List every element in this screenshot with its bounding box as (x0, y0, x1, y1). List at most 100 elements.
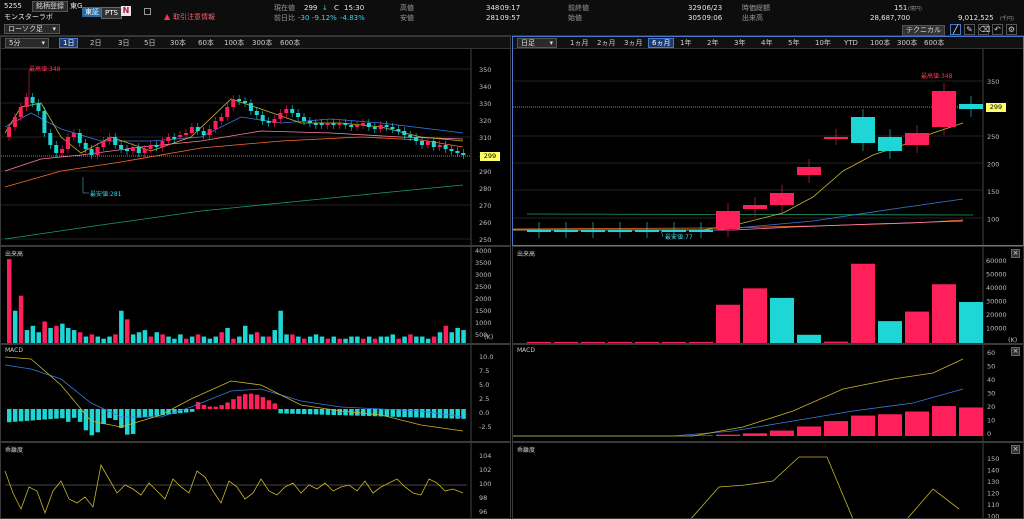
prev-diff-pct2: -4.83% (340, 14, 365, 22)
register-issue-button[interactable]: 銘柄登録 (32, 1, 68, 12)
macd-bar (824, 421, 848, 436)
volume-bar (905, 311, 929, 343)
checkbox-icon[interactable] (144, 8, 151, 15)
range-1d[interactable]: 1日 (59, 38, 79, 48)
range-30[interactable]: 30本 (170, 39, 186, 47)
volume-bar (195, 334, 201, 343)
left-candlestick-chart[interactable]: 350340330320310300290280270260250 最高値:34… (1, 37, 511, 246)
draw-line-icon[interactable]: ╱ (950, 24, 961, 35)
range-60[interactable]: 60本 (198, 39, 214, 47)
right-ratio-chart[interactable]: 150 140 130 120 110 100 (513, 443, 1024, 519)
left-ratio-chart[interactable]: 104 102 100 98 96 (1, 443, 511, 519)
quote-header: 5255 銘柄登録 東G モンスターラボ 東証 PTS N ▲ 取引注意情報 現… (0, 0, 1024, 36)
left-macd-chart[interactable]: 10.0 7.5 5.0 2.5 0.0 -2.5 (1, 345, 511, 442)
right-macd-panel: MACD × 60 50 40 30 20 10 0 (512, 344, 1024, 442)
right-ratio-close-icon[interactable]: × (1011, 445, 1020, 454)
candle (66, 137, 70, 149)
volume-bar (83, 336, 89, 343)
prev-diff-value: -30 (298, 14, 310, 22)
range-300[interactable]: 300本 (897, 39, 918, 47)
range-2y[interactable]: 2年 (707, 39, 719, 47)
left-price-panel: 5分 ▾ 1日 2日 3日 5日 30本 60本 100本 300本 600本 … (0, 36, 511, 246)
range-3y[interactable]: 3年 (734, 39, 746, 47)
range-ytd[interactable]: YTD (844, 39, 858, 47)
candle (278, 113, 283, 119)
volume-bar (7, 259, 12, 343)
volume-bar (101, 338, 106, 343)
candle (851, 117, 875, 143)
chart-type-select[interactable]: ローソク足 ▾ (4, 24, 60, 34)
tab-tse[interactable]: 東証 (82, 7, 102, 17)
left-range-toolbar: 5分 ▾ 1日 2日 3日 5日 30本 60本 100本 300本 600本 (1, 37, 510, 49)
macd-bar (343, 409, 348, 416)
candle (148, 145, 153, 149)
candle (142, 149, 147, 153)
trade-alert-text[interactable]: 取引注意情報 (173, 13, 215, 21)
volume-bar (12, 310, 18, 343)
candle (48, 133, 53, 145)
range-4y[interactable]: 4年 (761, 39, 773, 47)
range-100[interactable]: 100本 (870, 39, 891, 47)
undo-icon[interactable]: ↶ (992, 24, 1003, 35)
left-macd-tick: 5.0 (479, 381, 489, 389)
candle (54, 145, 59, 153)
left-volume-chart[interactable]: 4000 3500 3000 2500 2000 1500 1000 500 (K) (1, 247, 511, 344)
range-5y[interactable]: 5年 (788, 39, 800, 47)
volume-bar (296, 336, 301, 343)
volume-bar (461, 330, 466, 343)
right-y-tick: 350 (987, 78, 999, 86)
right-y-tick: 200 (987, 161, 999, 169)
range-3d[interactable]: 3日 (118, 39, 130, 47)
macd-bar (160, 409, 165, 416)
right-macd-chart[interactable]: 60 50 40 30 20 10 0 (513, 345, 1024, 442)
range-5d[interactable]: 5日 (144, 39, 156, 47)
right-volume-unit: (K) (1008, 336, 1017, 344)
right-interval-select[interactable]: 日足 ▾ (517, 38, 557, 48)
candle (284, 109, 289, 113)
left-y-tick: 250 (479, 236, 491, 244)
candle (325, 123, 330, 125)
range-2d[interactable]: 2日 (90, 39, 102, 47)
candle (219, 117, 224, 121)
candle (343, 123, 348, 125)
range-600[interactable]: 600本 (280, 39, 301, 47)
range-1m[interactable]: 1ヵ月 (570, 39, 589, 47)
range-10y[interactable]: 10年 (815, 39, 831, 47)
chevron-down-icon: ▾ (52, 25, 56, 33)
macd-bar (172, 409, 177, 414)
right-volume-chart[interactable]: 60000 50000 40000 30000 20000 10000 (K) (513, 247, 1024, 344)
volume-bar (154, 332, 159, 343)
right-candlestick-chart[interactable]: 350300250200150100 最高値:348 最安値:77 (513, 37, 1024, 246)
range-3m[interactable]: 3ヵ月 (624, 39, 643, 47)
volume-bar (189, 336, 195, 343)
macd-bar (71, 409, 77, 418)
range-2m[interactable]: 2ヵ月 (597, 39, 616, 47)
range-6m[interactable]: 6ヵ月 (648, 38, 675, 48)
right-macd-close-icon[interactable]: × (1011, 347, 1020, 356)
range-300[interactable]: 300本 (252, 39, 273, 47)
technical-button[interactable]: テクニカル (902, 25, 945, 36)
current-price-value: 299 (304, 4, 318, 12)
candle (83, 143, 88, 149)
range-600[interactable]: 600本 (924, 39, 945, 47)
settings-icon[interactable]: ⚙ (1006, 24, 1017, 35)
range-100[interactable]: 100本 (224, 39, 245, 47)
volume-bar (36, 332, 41, 343)
volume-bar (207, 338, 213, 343)
interval-select[interactable]: 5分 ▾ (5, 38, 49, 48)
macd-bar (48, 409, 53, 420)
news-icon[interactable]: N (121, 6, 131, 16)
macd-bar (148, 409, 154, 417)
volume-bar (932, 284, 956, 343)
right-macd-tick: 40 (987, 376, 995, 384)
pen-icon[interactable]: ✎ (964, 24, 975, 35)
candle (248, 103, 253, 111)
eraser-icon[interactable]: ⌫ (978, 24, 991, 35)
candle (30, 97, 35, 103)
right-volume-close-icon[interactable]: × (1011, 249, 1020, 258)
tab-pts[interactable]: PTS (101, 7, 122, 19)
down-arrow-icon: ↓ (322, 4, 328, 12)
volume-bar (48, 327, 53, 343)
right-ratio-tick: 100 (987, 513, 999, 519)
range-1y[interactable]: 1年 (680, 39, 692, 47)
